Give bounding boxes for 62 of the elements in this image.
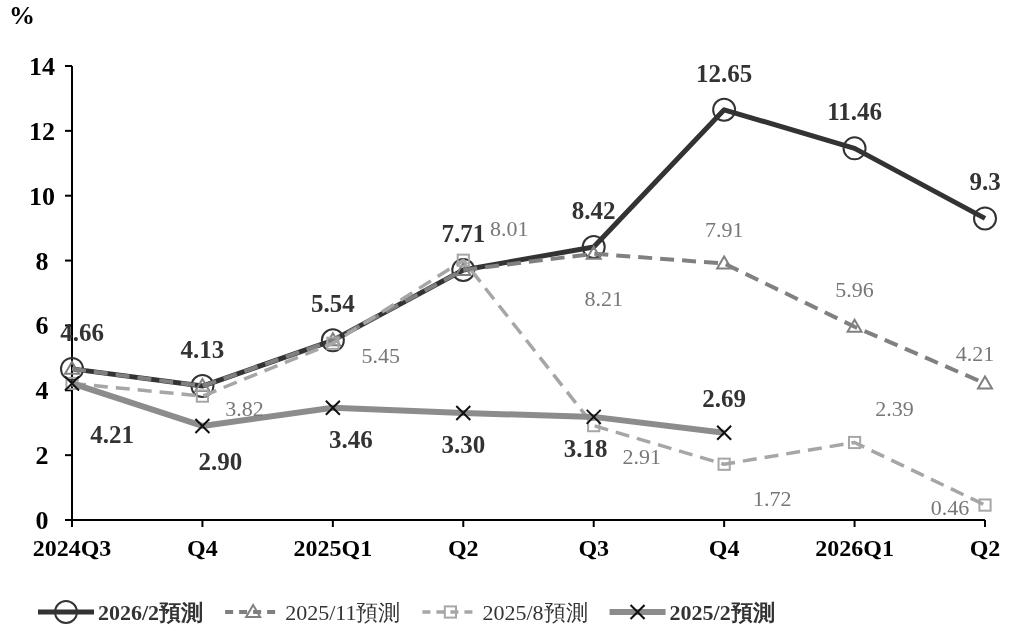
point <box>581 234 606 259</box>
data-label: 5.96 <box>835 276 874 302</box>
point <box>195 389 210 403</box>
data-label: 4.21 <box>90 421 134 449</box>
x-tick-label: Q4 <box>187 535 218 561</box>
point <box>456 253 470 267</box>
data-label: 3.46 <box>328 425 373 453</box>
y-tick-label: 14 <box>29 52 55 81</box>
point <box>190 374 215 399</box>
point <box>451 257 476 282</box>
data-label: 7.71 <box>441 219 486 247</box>
y-axis-title: % <box>9 1 35 30</box>
y-tick-label: 10 <box>29 181 55 211</box>
point <box>978 498 992 512</box>
point <box>712 97 737 122</box>
data-label: 4.13 <box>180 336 225 364</box>
data-label: 5.45 <box>361 343 401 369</box>
y-tick-label: 4 <box>35 376 49 406</box>
point <box>320 328 345 353</box>
point <box>716 255 733 270</box>
legend-label: 2025/8預測 <box>482 600 588 625</box>
legend-label: 2025/2預測 <box>669 600 775 625</box>
data-label: 0.46 <box>930 495 970 521</box>
y-tick-label: 2 <box>35 441 49 471</box>
y-tick-label: 12 <box>29 116 55 146</box>
data-label: 7.91 <box>704 217 744 243</box>
x-tick-label: 2024Q3 <box>32 535 112 561</box>
data-label: 2.90 <box>198 447 243 475</box>
point <box>587 419 601 433</box>
data-label: 9.3 <box>969 168 1001 196</box>
y-tick-label: 0 <box>35 506 49 535</box>
point <box>717 457 731 471</box>
point <box>973 206 997 231</box>
x-tick-label: Q2 <box>447 535 479 561</box>
y-tick-label: 6 <box>35 311 49 341</box>
data-label: 2.69 <box>702 384 747 412</box>
data-label: 2.91 <box>622 443 661 469</box>
point <box>60 356 84 381</box>
point <box>846 318 863 333</box>
point <box>842 136 867 161</box>
data-label: 8.42 <box>571 196 616 224</box>
x-tick-label: 2025Q1 <box>293 535 373 561</box>
data-label: 1.72 <box>752 486 792 512</box>
y-tick-label: 8 <box>35 246 49 276</box>
data-label: 8.01 <box>490 216 529 242</box>
legend-label: 2025/11預測 <box>285 600 401 625</box>
data-label: 2.39 <box>875 396 914 422</box>
data-label: 3.30 <box>441 430 486 458</box>
legend-label: 2026/2預測 <box>98 600 204 625</box>
x-tick-label: 2026Q1 <box>815 535 894 561</box>
data-label: 3.82 <box>225 396 264 422</box>
x-tick-label: Q4 <box>708 535 740 561</box>
x-tick-label: Q3 <box>578 535 610 561</box>
data-label: 12.65 <box>696 59 753 87</box>
data-label: 8.21 <box>584 285 623 311</box>
data-label: 5.54 <box>310 290 356 318</box>
point <box>977 375 993 390</box>
data-label: 11.46 <box>827 98 883 126</box>
point <box>847 435 862 450</box>
data-label: 3.18 <box>563 434 608 462</box>
data-label: 4.21 <box>955 341 995 367</box>
x-tick-label: Q2 <box>969 535 1001 561</box>
